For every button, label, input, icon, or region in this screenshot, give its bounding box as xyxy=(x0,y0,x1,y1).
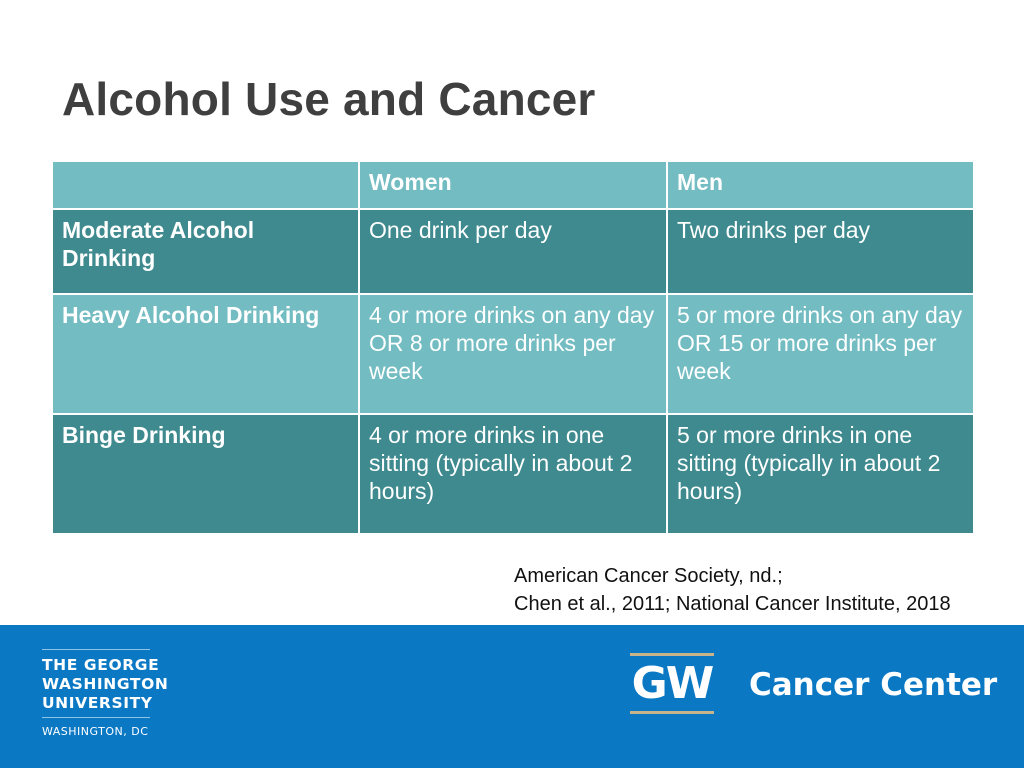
cancer-center-name: Cancer Center xyxy=(749,667,998,703)
wordmark-rule-top xyxy=(42,649,150,650)
gwu-wordmark: THE GEORGE WASHINGTON UNIVERSITY WASHING… xyxy=(42,649,168,738)
men-value: Two drinks per day xyxy=(666,208,975,295)
table-header-row: Women Men xyxy=(51,160,975,210)
gw-logo: GW xyxy=(630,653,714,717)
women-value: 4 or more drinks on any day OR 8 or more… xyxy=(358,293,668,415)
header-empty-cell xyxy=(51,160,360,210)
table-row-moderate: Moderate Alcohol Drinking One drink per … xyxy=(51,208,975,295)
women-value: One drink per day xyxy=(358,208,668,295)
row-label: Moderate Alcohol Drinking xyxy=(51,208,360,295)
table-row-heavy: Heavy Alcohol Drinking 4 or more drinks … xyxy=(51,293,975,415)
header-men: Men xyxy=(666,160,975,210)
drinking-levels-table: Women Men Moderate Alcohol Drinking One … xyxy=(51,160,975,535)
slide-title: Alcohol Use and Cancer xyxy=(62,73,596,125)
gw-logo-letters: GW xyxy=(631,658,715,709)
men-value: 5 or more drinks in one sitting (typical… xyxy=(666,413,975,535)
citation-line-1: American Cancer Society, nd.; xyxy=(514,565,783,587)
row-label: Heavy Alcohol Drinking xyxy=(51,293,360,415)
gw-logo-bar-top xyxy=(630,653,714,656)
gw-logo-bar-bottom xyxy=(630,711,714,714)
row-label: Binge Drinking xyxy=(51,413,360,535)
header-women: Women xyxy=(358,160,668,210)
wordmark-line-1: THE GEORGE xyxy=(42,656,160,674)
wordmark-line-3: UNIVERSITY xyxy=(42,694,153,712)
wordmark-location: WASHINGTON, DC xyxy=(42,725,149,738)
wordmark-rule-bottom xyxy=(42,717,150,718)
citation-line-2: Chen et al., 2011; National Cancer Insti… xyxy=(514,593,951,615)
wordmark-line-2: WASHINGTON xyxy=(42,675,169,693)
men-value: 5 or more drinks on any day OR 15 or mor… xyxy=(666,293,975,415)
table-row-binge: Binge Drinking 4 or more drinks in one s… xyxy=(51,413,975,535)
citation: American Cancer Society, nd.; Chen et al… xyxy=(514,562,951,618)
footer-banner: THE GEORGE WASHINGTON UNIVERSITY WASHING… xyxy=(0,625,1024,768)
women-value: 4 or more drinks in one sitting (typical… xyxy=(358,413,668,535)
